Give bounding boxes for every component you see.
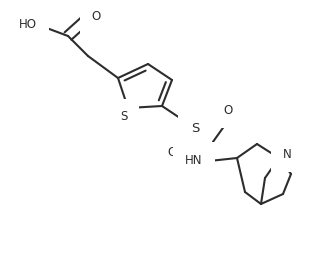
Text: N: N (283, 147, 291, 161)
Text: O: O (167, 145, 177, 158)
Text: S: S (191, 122, 199, 134)
Text: HO: HO (19, 17, 37, 30)
Text: HN: HN (185, 154, 203, 166)
Text: S: S (120, 111, 128, 123)
Text: O: O (91, 9, 101, 23)
Text: O: O (223, 103, 233, 116)
